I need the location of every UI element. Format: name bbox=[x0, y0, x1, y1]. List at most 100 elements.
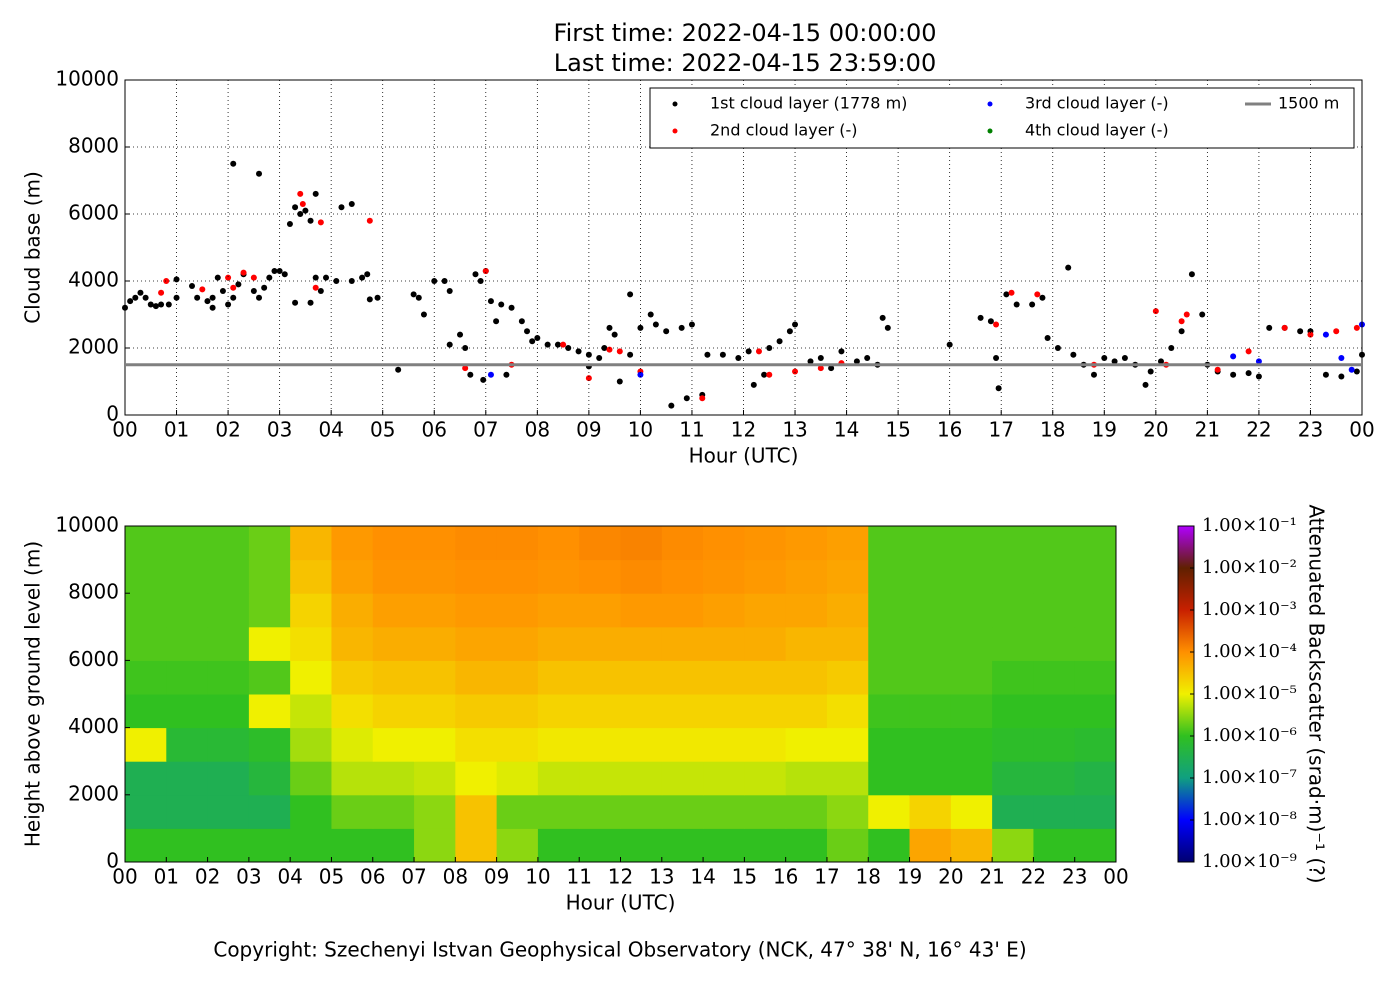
heatmap-cell bbox=[166, 559, 209, 594]
heatmap-cell bbox=[372, 626, 415, 661]
heatmap-cell bbox=[992, 694, 1034, 729]
heatmap-cell bbox=[868, 626, 911, 661]
heatmap-cell bbox=[579, 828, 621, 863]
heatmap-cell bbox=[661, 660, 704, 695]
heatmap-cell bbox=[496, 526, 539, 561]
heatmap-cell bbox=[455, 660, 498, 695]
x-tick-label: 13 bbox=[782, 418, 807, 442]
cloud-point bbox=[792, 368, 799, 375]
cloud-point bbox=[1090, 371, 1097, 378]
heatmap-cell bbox=[331, 794, 374, 829]
heatmap-cell bbox=[537, 694, 580, 729]
y-axis-label: Height above ground level (m) bbox=[21, 541, 45, 847]
cloud-point bbox=[286, 221, 293, 228]
heatmap-cell bbox=[207, 727, 250, 762]
heatmap-cell bbox=[248, 660, 291, 695]
heatmap-cell bbox=[661, 694, 704, 729]
x-tick-label: 02 bbox=[215, 418, 240, 442]
x-tick-label: 12 bbox=[608, 865, 633, 889]
x-tick-label: 09 bbox=[484, 865, 509, 889]
cloud-point bbox=[317, 219, 324, 226]
heatmap-cell bbox=[207, 828, 250, 863]
cloud-point bbox=[1281, 324, 1288, 331]
cloud-point bbox=[1157, 358, 1164, 365]
colorbar-tick-label: 1.00×10⁻¹ bbox=[1202, 515, 1297, 536]
cloud-point bbox=[415, 294, 422, 301]
heatmap-cell bbox=[372, 559, 415, 594]
cloud-point bbox=[348, 200, 355, 207]
heatmap-cell bbox=[331, 761, 374, 796]
y-tick-label: 6000 bbox=[68, 647, 119, 671]
heatmap-cell bbox=[950, 593, 993, 628]
cloud-point bbox=[1307, 331, 1314, 338]
cloud-point bbox=[704, 351, 711, 358]
heatmap-cell bbox=[414, 727, 456, 762]
heatmap-cell bbox=[248, 559, 291, 594]
heatmap-cell bbox=[826, 593, 869, 628]
heatmap-cell bbox=[1033, 694, 1076, 729]
heatmap-cell bbox=[331, 727, 374, 762]
heatmap-cell bbox=[290, 761, 332, 796]
cloud-point bbox=[457, 331, 464, 338]
heatmap-cell bbox=[661, 526, 704, 561]
plot-area bbox=[122, 160, 1365, 409]
x-tick-label: 06 bbox=[360, 865, 385, 889]
cloud-point bbox=[302, 207, 309, 214]
x-tick-label: 13 bbox=[649, 865, 674, 889]
heatmap-cell bbox=[248, 593, 291, 628]
heatmap-cell bbox=[744, 694, 787, 729]
heatmap-cell bbox=[992, 559, 1034, 594]
cloud-point bbox=[307, 217, 314, 224]
heatmap-cell bbox=[1033, 794, 1076, 829]
heatmap-cell bbox=[1074, 727, 1117, 762]
heatmap-cell bbox=[290, 694, 332, 729]
heatmap-cell bbox=[620, 626, 663, 661]
cloud-point bbox=[297, 211, 304, 217]
heatmap-cell bbox=[785, 727, 828, 762]
x-tick-label: 00 bbox=[1103, 865, 1128, 889]
heatmap-cell bbox=[868, 694, 911, 729]
heatmap-cell bbox=[868, 593, 911, 628]
x-tick-label: 20 bbox=[938, 865, 963, 889]
heatmap-cell bbox=[620, 727, 663, 762]
x-tick-label: 11 bbox=[566, 865, 591, 889]
cloud-point bbox=[637, 371, 644, 378]
heatmap-cell bbox=[579, 694, 621, 729]
heatmap-cell bbox=[703, 559, 745, 594]
cloud-point bbox=[472, 271, 479, 278]
cloud-point bbox=[1044, 334, 1051, 341]
heatmap-cell bbox=[496, 761, 539, 796]
colorbar: 1.00×10⁻⁹ 1.00×10⁻⁸ 1.00×10⁻⁷ 1.00×10⁻⁶ 1.00… bbox=[1177, 504, 1329, 884]
heatmap-cell bbox=[992, 761, 1034, 796]
heatmap-cell bbox=[414, 559, 456, 594]
heatmap-cell bbox=[372, 761, 415, 796]
heatmap-cell bbox=[868, 559, 911, 594]
colorbar-tick-label: 1.00×10⁻⁶ bbox=[1202, 725, 1297, 746]
cloud-point bbox=[663, 328, 670, 335]
heatmap-cell bbox=[909, 727, 952, 762]
heatmap-cell bbox=[1074, 828, 1117, 863]
cloud-point bbox=[173, 294, 180, 301]
cloud-point bbox=[1338, 373, 1345, 380]
cloud-point bbox=[977, 314, 984, 321]
heatmap-cell bbox=[290, 593, 332, 628]
heatmap-cell bbox=[909, 593, 952, 628]
heatmap-cell bbox=[455, 727, 498, 762]
cloud-point bbox=[1111, 358, 1118, 365]
cloud-point bbox=[750, 381, 757, 388]
y-tick-label: 8000 bbox=[68, 134, 119, 158]
colorbar-tick-label: 1.00×10⁻⁵ bbox=[1202, 683, 1297, 704]
heatmap-cell bbox=[537, 727, 580, 762]
x-tick-label: 06 bbox=[422, 418, 447, 442]
x-axis-label: Hour (UTC) bbox=[689, 444, 799, 468]
footer: Copyright: Szechenyi Istvan Geophysical … bbox=[213, 938, 1026, 962]
x-tick-label: 20 bbox=[1143, 418, 1168, 442]
heatmap-cell bbox=[290, 626, 332, 661]
chart-subtitle: Last time: 2022-04-15 23:59:00 bbox=[554, 49, 936, 77]
cloud-point bbox=[560, 341, 567, 348]
cloud-point bbox=[766, 371, 773, 378]
x-tick-label: 22 bbox=[1021, 865, 1046, 889]
heatmap-cell bbox=[992, 526, 1034, 561]
cloud-point bbox=[158, 289, 165, 296]
